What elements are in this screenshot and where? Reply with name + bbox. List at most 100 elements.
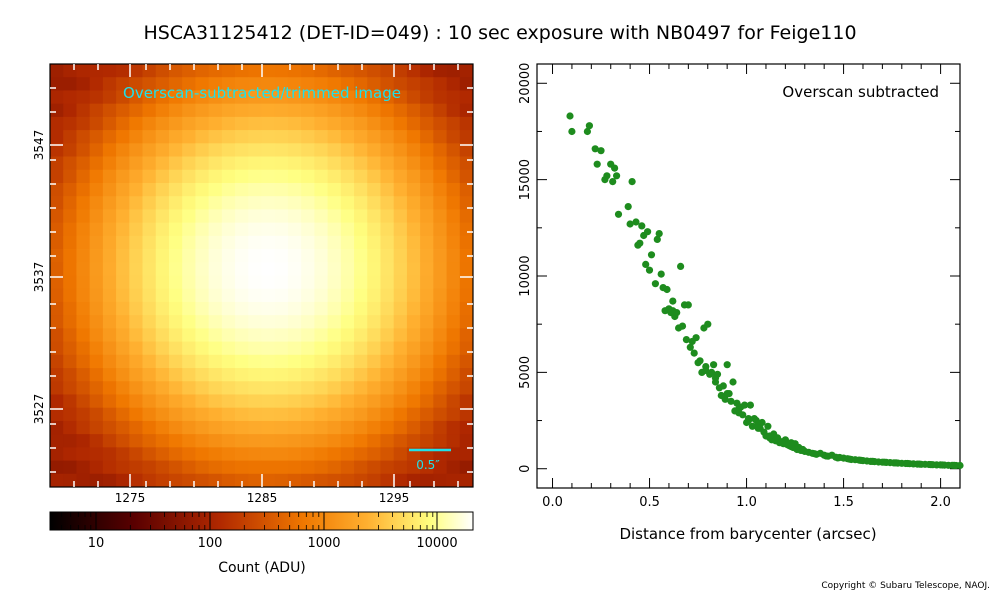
image-pixel [459, 301, 474, 316]
image-pixel [420, 473, 434, 488]
image-pixel [446, 341, 461, 356]
image-pixel [446, 116, 461, 131]
image-pixel [248, 116, 262, 131]
image-pixel [261, 447, 276, 461]
image-pixel [314, 368, 328, 382]
image-pixel [420, 434, 434, 448]
data-point [653, 235, 661, 243]
image-pixel [195, 275, 210, 290]
image-pixel [63, 64, 77, 78]
image-pixel [89, 275, 104, 290]
image-pixel [261, 354, 276, 369]
image-pixel [354, 420, 368, 435]
image-pixel [155, 460, 170, 475]
image-pixel [354, 434, 368, 448]
image-pixel [327, 156, 342, 171]
image-pixel [301, 328, 315, 342]
image-pixel [393, 315, 408, 329]
image-pixel [248, 407, 262, 422]
image-pixel [89, 77, 104, 91]
image-pixel [261, 103, 276, 118]
data-point [684, 301, 692, 309]
image-pixel [76, 90, 91, 105]
image-pixel [274, 460, 289, 475]
scatter-points [566, 112, 964, 470]
image-pixel [195, 90, 210, 105]
image-pixel [221, 275, 236, 290]
image-pixel [221, 341, 236, 356]
image-pixel [327, 368, 342, 382]
data-point [739, 411, 747, 419]
image-pixel [327, 77, 342, 91]
image-pixel [367, 288, 381, 303]
image-pixel [287, 460, 302, 475]
image-pixel [393, 77, 408, 91]
image-pixel [367, 262, 381, 276]
image-pixel [182, 90, 196, 105]
image-pixel [116, 169, 130, 184]
image-pixel [248, 249, 262, 263]
image-pixel [367, 447, 381, 461]
image-pixel [433, 249, 447, 263]
image-pixel [420, 249, 434, 263]
image-pixel [195, 447, 210, 461]
image-pixel [208, 235, 223, 250]
image-pixel [235, 130, 249, 144]
colorbar-tick-label: 10000 [416, 536, 457, 551]
image-pixel [168, 64, 183, 78]
image-pixel [182, 169, 196, 184]
image-pixel [406, 64, 421, 78]
image-pixel [274, 77, 289, 91]
image-pixel [155, 90, 170, 105]
image-pixel [221, 196, 236, 210]
image-pixel [420, 394, 434, 409]
image-pixel [129, 209, 143, 224]
image-pixel [248, 288, 262, 303]
image-pixel [89, 420, 104, 435]
image-pixel [314, 460, 328, 475]
image-pixel [354, 64, 368, 78]
image-pixel [76, 381, 91, 395]
image-pixel [116, 182, 130, 197]
image-pixel [406, 315, 421, 329]
y-tick-label: 3527 [32, 394, 46, 425]
image-pixel [248, 130, 262, 144]
image-pixel [406, 368, 421, 382]
image-pixel [340, 341, 355, 356]
image-pixel [301, 169, 315, 184]
image-pixel [459, 209, 474, 224]
data-point [719, 382, 727, 390]
image-pixel [406, 420, 421, 435]
image-pixel [327, 354, 342, 369]
image-pixel [393, 354, 408, 369]
image-pixel [406, 222, 421, 237]
image-pixel [155, 64, 170, 78]
image-pixel [287, 368, 302, 382]
data-point [904, 459, 912, 468]
image-pixel [420, 235, 434, 250]
data-point [682, 336, 690, 344]
image-pixel [50, 275, 64, 290]
image-pixel [168, 156, 183, 171]
image-pixel [89, 169, 104, 184]
image-pixel [301, 447, 315, 461]
data-point [711, 374, 720, 382]
image-pixel [367, 222, 381, 237]
image-pixel [459, 156, 474, 171]
image-pixel [459, 103, 474, 118]
image-pixel [354, 275, 368, 290]
image-pixel [327, 103, 342, 118]
image-pixel [367, 235, 381, 250]
image-pixel [235, 354, 249, 369]
image-pixel [261, 315, 276, 329]
image-pixel [221, 262, 236, 276]
image-pixel [314, 143, 328, 157]
image-pixel [102, 288, 117, 303]
image-pixel [446, 354, 461, 369]
image-pixel [433, 182, 447, 197]
image-pixel [287, 407, 302, 422]
image-pixel [380, 116, 395, 131]
image-pixel [380, 64, 395, 78]
data-point [694, 359, 702, 367]
image-pixel [182, 420, 196, 435]
